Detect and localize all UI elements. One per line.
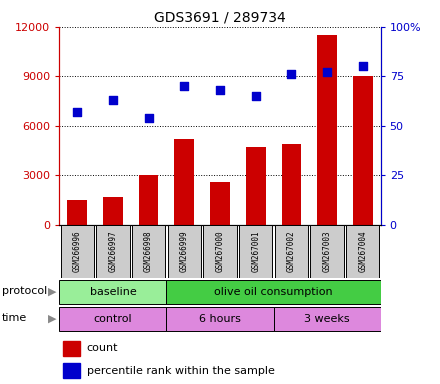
Bar [353,76,373,225]
Bar [246,147,265,225]
Text: ▶: ▶ [48,286,56,296]
Text: GSM266997: GSM266997 [108,231,117,272]
Text: time: time [2,313,27,323]
Text: GSM267003: GSM267003 [323,231,332,272]
Text: GSM267001: GSM267001 [251,231,260,272]
Text: control: control [94,314,132,324]
FancyBboxPatch shape [132,225,165,278]
FancyBboxPatch shape [59,307,166,331]
Point [323,69,330,75]
Bar [317,35,337,225]
Bar [282,144,301,225]
Text: GSM266996: GSM266996 [73,231,82,272]
FancyBboxPatch shape [168,225,201,278]
FancyBboxPatch shape [311,225,344,278]
Bar [62,341,80,356]
Text: olive oil consumption: olive oil consumption [214,287,333,297]
FancyBboxPatch shape [96,225,129,278]
FancyBboxPatch shape [59,280,166,304]
FancyBboxPatch shape [203,225,237,278]
Text: count: count [87,343,118,353]
Point [181,83,188,89]
Text: GSM267000: GSM267000 [216,231,224,272]
Text: percentile rank within the sample: percentile rank within the sample [87,366,275,376]
FancyBboxPatch shape [166,307,274,331]
Bar [103,197,123,225]
Bar [175,139,194,225]
Point [359,63,366,70]
Bar [210,182,230,225]
Point [145,115,152,121]
Text: GSM267004: GSM267004 [358,231,367,272]
Point [110,97,117,103]
FancyBboxPatch shape [346,225,379,278]
Text: ▶: ▶ [48,313,56,323]
Point [288,71,295,78]
FancyBboxPatch shape [275,225,308,278]
Bar [67,200,87,225]
FancyBboxPatch shape [61,225,94,278]
Title: GDS3691 / 289734: GDS3691 / 289734 [154,10,286,24]
Point [74,109,81,115]
Text: GSM267002: GSM267002 [287,231,296,272]
Point [252,93,259,99]
FancyBboxPatch shape [274,307,381,331]
Text: protocol: protocol [2,286,48,296]
Point [216,87,224,93]
FancyBboxPatch shape [166,280,381,304]
Text: GSM266999: GSM266999 [180,231,189,272]
Bar [139,175,158,225]
Text: baseline: baseline [90,287,136,297]
FancyBboxPatch shape [239,225,272,278]
Text: GSM266998: GSM266998 [144,231,153,272]
Text: 6 hours: 6 hours [199,314,241,324]
Bar [62,362,80,377]
Text: 3 weeks: 3 weeks [304,314,350,324]
